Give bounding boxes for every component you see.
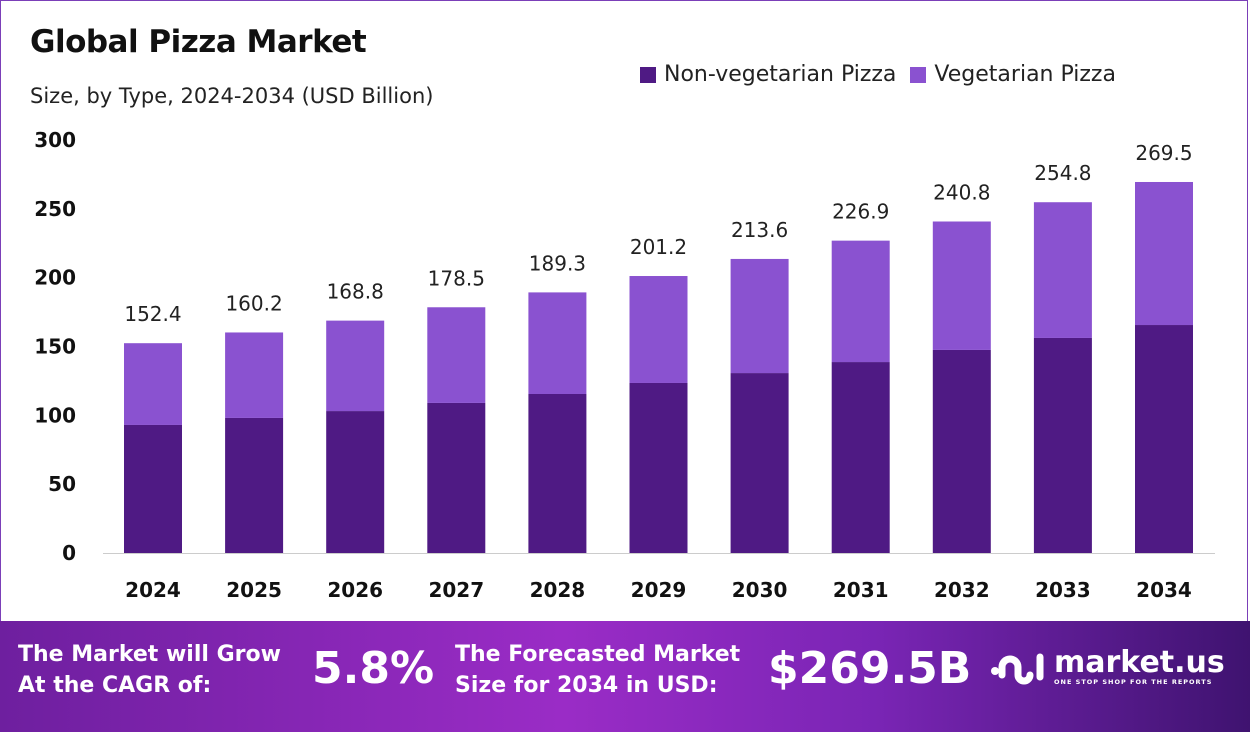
data-label-total: 152.4 — [124, 302, 181, 326]
y-tick-label: 50 — [48, 472, 76, 496]
bar-non-vegetarian-2033 — [1033, 337, 1092, 553]
data-label-total: 254.8 — [1034, 161, 1091, 185]
data-label-total: 160.2 — [225, 291, 282, 315]
cagr-value: 5.8% — [312, 643, 435, 694]
x-tick-label: 2025 — [226, 578, 282, 602]
bar-non-vegetarian-2031 — [831, 362, 890, 553]
legend-item-veg: Vegetarian Pizza — [910, 62, 1116, 87]
data-label-total: 213.6 — [731, 218, 788, 242]
bar-non-vegetarian-2026 — [326, 411, 385, 553]
bar-vegetarian-2030 — [730, 258, 789, 374]
data-label-total: 269.5 — [1135, 141, 1192, 165]
y-tick-label: 100 — [34, 403, 76, 427]
legend-label: Vegetarian Pizza — [934, 62, 1116, 87]
logo-icon — [991, 653, 1044, 685]
data-label-total: 201.2 — [630, 235, 687, 259]
y-tick-label: 150 — [34, 335, 76, 359]
bar-vegetarian-2026 — [326, 320, 385, 412]
x-tick-label: 2034 — [1136, 578, 1192, 602]
bar-vegetarian-2029 — [629, 276, 688, 383]
x-tick-label: 2029 — [631, 578, 687, 602]
data-label-total: 226.9 — [832, 200, 889, 224]
bar-vegetarian-2032 — [932, 221, 991, 350]
chart-subtitle: Size, by Type, 2024-2034 (USD Billion) — [30, 84, 434, 108]
bar-non-vegetarian-2025 — [225, 417, 284, 553]
bar-vegetarian-2025 — [225, 332, 284, 418]
bar-non-vegetarian-2027 — [427, 402, 486, 553]
bar-vegetarian-2033 — [1033, 202, 1092, 338]
y-tick-label: 200 — [34, 266, 76, 290]
data-label-total: 178.5 — [428, 266, 485, 290]
bar-non-vegetarian-2029 — [629, 382, 688, 553]
legend-swatch-veg — [910, 66, 927, 83]
bar-non-vegetarian-2024 — [124, 424, 182, 553]
x-tick-label: 2031 — [833, 578, 889, 602]
forecast-label: The Forecasted Market Size for 2034 in US… — [455, 642, 741, 698]
y-tick-label: 300 — [34, 128, 76, 152]
data-label-total: 168.8 — [327, 280, 384, 304]
legend-swatch-nonveg — [640, 66, 656, 83]
x-tick-label: 2028 — [530, 578, 586, 602]
x-tick-label: 2030 — [732, 578, 788, 602]
bar-non-vegetarian-2032 — [932, 349, 991, 553]
data-label-total: 189.3 — [529, 251, 586, 275]
legend-item-nonveg: Non-vegetarian Pizza — [640, 62, 896, 87]
footer-banner: The Market will Grow At the CAGR of: 5.8%… — [0, 621, 1250, 732]
y-tick-label: 250 — [34, 197, 76, 221]
legend-label: Non-vegetarian Pizza — [664, 62, 897, 87]
x-tick-label: 2033 — [1035, 578, 1091, 602]
bar-vegetarian-2031 — [831, 240, 890, 363]
x-tick-label: 2032 — [934, 578, 990, 602]
bar-non-vegetarian-2028 — [528, 393, 587, 553]
forecast-value: $269.5B — [768, 643, 972, 694]
bar-vegetarian-2024 — [124, 343, 182, 425]
y-tick-label: 0 — [62, 541, 76, 565]
chart-title: Global Pizza Market — [30, 24, 367, 60]
x-tick-label: 2026 — [327, 578, 383, 602]
bar-non-vegetarian-2034 — [1135, 325, 1193, 553]
bar-vegetarian-2027 — [427, 307, 486, 403]
chart-svg: 0 50 100 150 200 250 300 152.4 2024 160.2 2025 168.… — [34, 128, 1215, 602]
data-label-total: 240.8 — [933, 180, 990, 204]
bar-non-vegetarian-2030 — [730, 373, 789, 553]
x-tick-label: 2024 — [125, 578, 181, 602]
x-tick-label: 2027 — [428, 578, 484, 602]
market-us-logo: market.us ONE STOP SHOP FOR THE REPORTS — [990, 647, 1225, 687]
bar-vegetarian-2028 — [528, 292, 587, 394]
cagr-label: The Market will Grow At the CAGR of: — [18, 642, 281, 698]
bar-vegetarian-2034 — [1135, 181, 1193, 326]
legend: Non-vegetarian Pizza Vegetarian Pizza — [640, 62, 1116, 87]
